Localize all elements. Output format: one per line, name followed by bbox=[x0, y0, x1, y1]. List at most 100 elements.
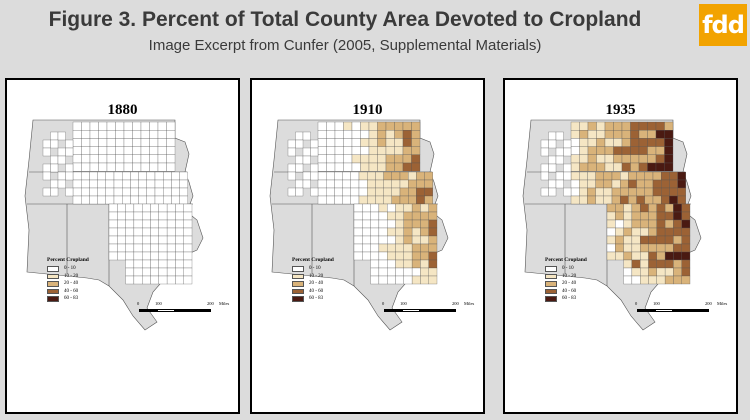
county-cell bbox=[655, 130, 665, 139]
county-cell bbox=[149, 138, 159, 147]
county-cell bbox=[424, 179, 433, 189]
county-cell bbox=[579, 195, 588, 205]
county-cell bbox=[342, 171, 351, 181]
county-cell bbox=[387, 275, 396, 285]
county-cell bbox=[681, 227, 691, 237]
county-cell bbox=[108, 219, 118, 229]
county-cell bbox=[606, 211, 616, 221]
county-cell bbox=[378, 251, 388, 261]
map-legend: Percent Cropland 0 - 10 10 - 20 20 - 40 40 -… bbox=[47, 257, 89, 303]
county-cell bbox=[596, 146, 606, 155]
legend-label: 60 - 83 bbox=[562, 296, 577, 302]
county-cell bbox=[362, 251, 371, 261]
county-cell bbox=[656, 243, 666, 253]
county-cell bbox=[416, 171, 425, 181]
county-cell bbox=[287, 139, 296, 149]
county-cell bbox=[295, 139, 304, 149]
county-cell bbox=[623, 227, 633, 237]
county-cell bbox=[370, 227, 380, 237]
county-cell bbox=[105, 187, 115, 197]
legend-label: 40 - 60 bbox=[562, 288, 577, 294]
legend-row: 60 - 83 bbox=[47, 295, 89, 303]
county-cell bbox=[420, 251, 429, 261]
county-cell bbox=[579, 162, 589, 172]
county-cell bbox=[175, 227, 184, 237]
county-cell bbox=[317, 162, 327, 172]
county-cell bbox=[89, 179, 98, 189]
county-cell bbox=[411, 243, 421, 253]
county-cell bbox=[295, 179, 304, 189]
county-cell bbox=[656, 259, 666, 269]
county-cell bbox=[317, 171, 327, 181]
county-cell bbox=[387, 235, 396, 245]
county-cell bbox=[387, 227, 396, 237]
county-cell bbox=[81, 187, 90, 197]
county-cell bbox=[157, 154, 167, 164]
county-cell bbox=[133, 227, 143, 237]
county-cell bbox=[125, 267, 135, 277]
county-cell bbox=[81, 162, 91, 172]
county-cell bbox=[166, 275, 176, 285]
county-cell bbox=[158, 219, 168, 229]
county-cell bbox=[106, 154, 116, 164]
county-cell bbox=[377, 138, 387, 147]
county-cell bbox=[342, 187, 351, 197]
county-cell bbox=[326, 121, 336, 131]
county-cell bbox=[123, 162, 133, 172]
county-cell bbox=[326, 138, 336, 147]
county-cell bbox=[98, 154, 108, 164]
county-cell bbox=[420, 235, 429, 245]
county-cell bbox=[387, 251, 396, 261]
county-cell bbox=[540, 147, 549, 157]
county-cell bbox=[403, 267, 413, 277]
county-cell bbox=[655, 162, 665, 172]
county-cell bbox=[157, 121, 167, 131]
county-cell bbox=[428, 243, 438, 253]
county-cell bbox=[353, 219, 363, 229]
county-cell bbox=[133, 203, 143, 213]
legend-row: 10 - 20 bbox=[47, 273, 89, 281]
county-cell bbox=[183, 203, 193, 213]
county-cell bbox=[411, 267, 421, 277]
county-cell bbox=[295, 155, 304, 165]
scale-tick-label: 200 bbox=[705, 301, 712, 306]
county-cell bbox=[681, 267, 691, 277]
county-cell bbox=[115, 154, 125, 164]
county-cell bbox=[140, 162, 150, 172]
county-cell bbox=[681, 275, 691, 285]
county-cell bbox=[50, 155, 59, 165]
county-cell bbox=[403, 203, 413, 213]
county-cell bbox=[360, 121, 370, 131]
county-cell bbox=[673, 251, 682, 261]
county-cell bbox=[603, 179, 613, 189]
county-cell bbox=[402, 130, 412, 139]
county-cell bbox=[606, 219, 616, 229]
county-cell bbox=[334, 195, 343, 205]
county-cell bbox=[648, 203, 657, 213]
legend-swatch bbox=[47, 273, 59, 279]
county-cell bbox=[326, 146, 336, 155]
county-cell bbox=[669, 179, 678, 189]
county-cell bbox=[302, 147, 311, 157]
county-cell bbox=[402, 146, 412, 155]
county-cell bbox=[362, 219, 371, 229]
county-cell bbox=[295, 187, 304, 197]
county-cell bbox=[394, 154, 404, 164]
county-cell bbox=[664, 235, 674, 245]
county-cell bbox=[640, 243, 649, 253]
county-cell bbox=[378, 211, 388, 221]
legend-swatch bbox=[47, 296, 59, 302]
county-cell bbox=[150, 227, 159, 237]
county-cell bbox=[358, 171, 368, 181]
county-cell bbox=[175, 235, 184, 245]
legend-label: 60 - 83 bbox=[64, 296, 79, 302]
county-cell bbox=[631, 211, 641, 221]
county-cell bbox=[50, 163, 59, 173]
county-cell bbox=[664, 259, 674, 269]
county-cell bbox=[428, 211, 438, 221]
county-cell bbox=[587, 171, 596, 181]
county-cell bbox=[648, 275, 657, 285]
county-cell bbox=[142, 219, 151, 229]
county-cell bbox=[673, 267, 682, 277]
county-cell bbox=[638, 138, 648, 147]
